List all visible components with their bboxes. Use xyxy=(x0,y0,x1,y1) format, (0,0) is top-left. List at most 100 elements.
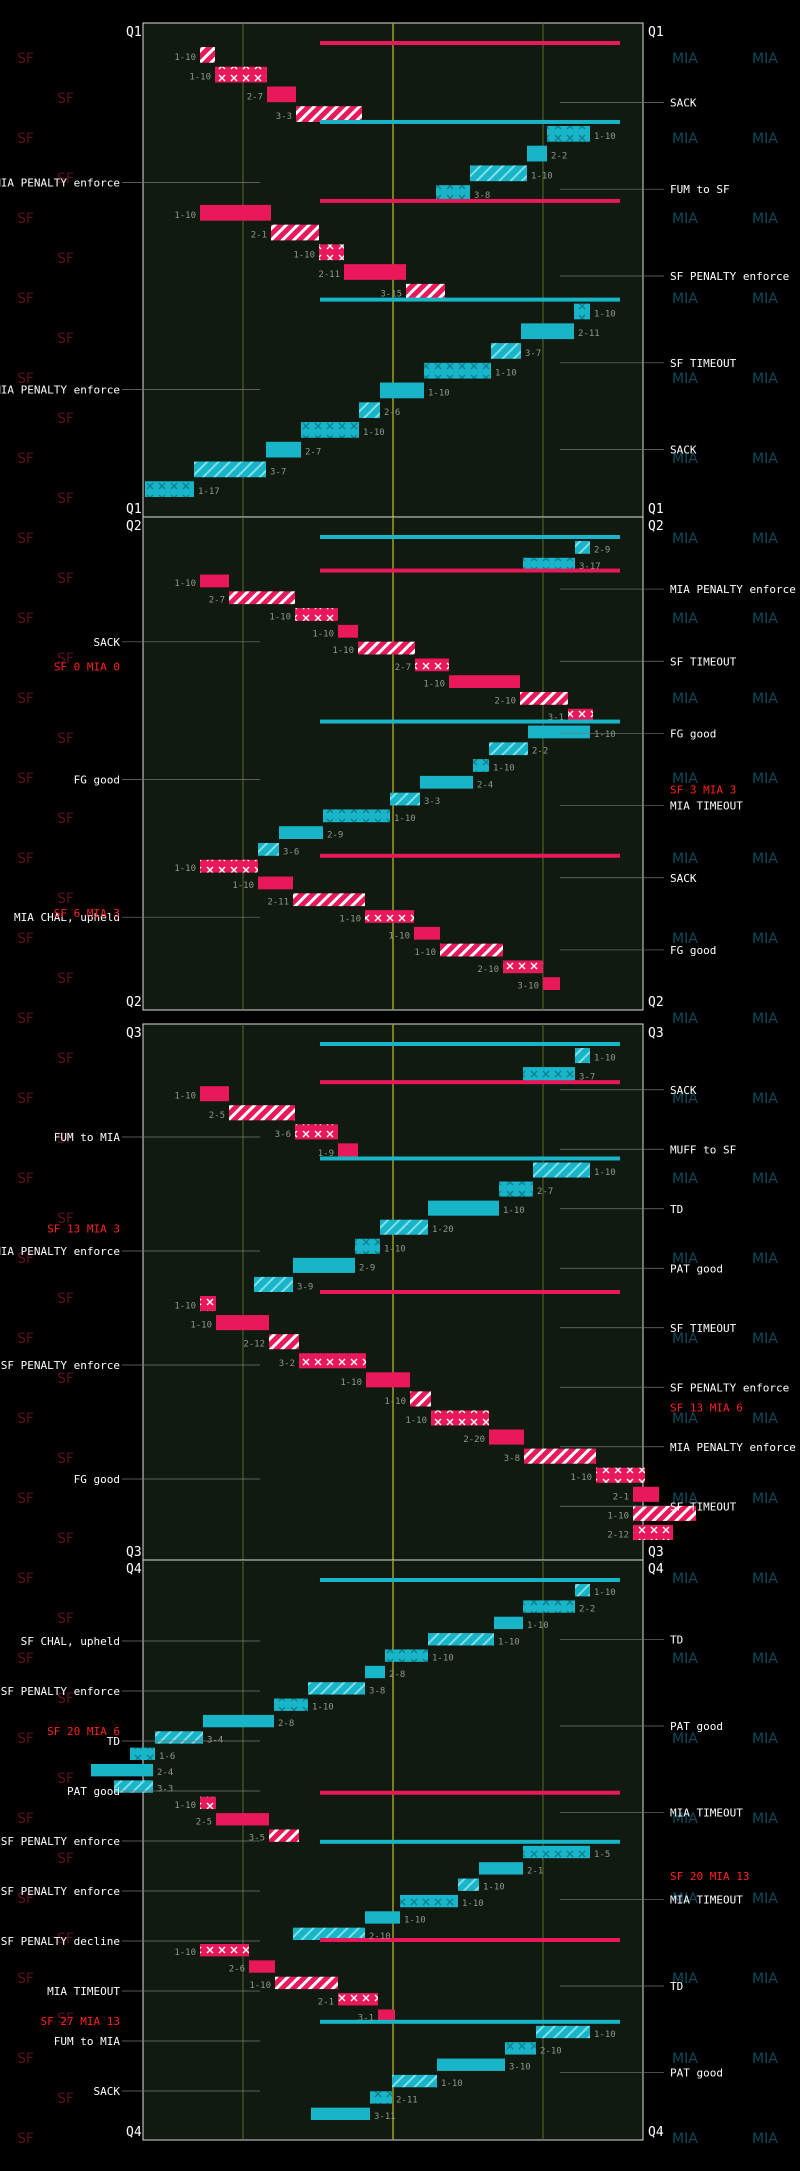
team-watermark-left: SF xyxy=(17,1251,34,1267)
play-block xyxy=(449,675,520,688)
team-watermark-left: SF xyxy=(57,1611,74,1627)
down-distance-label: 1-10 xyxy=(428,388,450,398)
down-distance-label: 1-17 xyxy=(198,487,220,497)
event-label-left: FUM to MIA xyxy=(54,2035,121,2048)
team-watermark-left: SF xyxy=(17,1891,34,1907)
team-watermark-right: MIA xyxy=(752,771,778,787)
down-distance-label: 2-9 xyxy=(359,1263,375,1273)
play-block xyxy=(215,66,267,83)
play-block xyxy=(523,557,575,571)
play-block xyxy=(295,1124,338,1140)
play-block xyxy=(229,1105,295,1121)
play-block xyxy=(216,1315,269,1331)
down-distance-label: 2-2 xyxy=(579,1605,595,1615)
down-distance-label: 2-7 xyxy=(305,448,321,458)
play-block xyxy=(200,1086,229,1102)
team-watermark-left: SF xyxy=(17,291,34,307)
score-label: SF 13 MIA 3 xyxy=(47,1223,120,1236)
team-watermark-left: SF xyxy=(57,1131,74,1147)
down-distance-label: 2-7 xyxy=(537,1187,553,1197)
team-watermark-right: MIA xyxy=(752,1171,778,1187)
down-distance-label: 1-10 xyxy=(441,2079,463,2089)
play-block xyxy=(338,1993,378,2006)
drive-arrow xyxy=(320,297,620,302)
play-block xyxy=(489,1429,524,1445)
team-watermark-right: MIA xyxy=(672,2051,698,2067)
play-block xyxy=(428,1200,499,1216)
team-watermark-left: SF xyxy=(57,1051,74,1067)
play-block xyxy=(365,1665,385,1679)
team-watermark-right: MIA xyxy=(752,1411,778,1427)
event-label-left: SACK xyxy=(94,636,121,649)
event-label-left: MIA PENALTY enforce xyxy=(0,177,120,190)
event-label-right: SACK xyxy=(670,872,697,885)
down-distance-label: 2-8 xyxy=(278,1719,294,1729)
event-label-left: PAT good xyxy=(67,1785,120,1798)
play-block xyxy=(633,1486,659,1502)
play-block xyxy=(319,244,344,261)
play-block xyxy=(359,402,380,419)
play-block xyxy=(311,2107,370,2120)
down-distance-label: 1-10 xyxy=(232,881,254,891)
team-watermark-right: MIA xyxy=(752,1571,778,1587)
team-watermark-left: SF xyxy=(57,1531,74,1547)
play-block xyxy=(489,742,528,756)
play-block xyxy=(216,1813,269,1826)
down-distance-label: 3-8 xyxy=(474,191,490,201)
event-label-right: PAT good xyxy=(670,1262,723,1275)
play-block xyxy=(410,1391,431,1407)
team-watermark-right: MIA xyxy=(752,2131,778,2147)
play-block xyxy=(279,826,323,839)
play-block xyxy=(366,1372,410,1388)
play-block xyxy=(378,2009,395,2022)
play-block xyxy=(523,1600,575,1613)
down-distance-label: 2-10 xyxy=(540,2046,562,2056)
team-watermark-left: SF xyxy=(57,331,74,347)
team-watermark-left: SF xyxy=(57,171,74,187)
play-block xyxy=(521,323,574,340)
down-distance-label: 1-10 xyxy=(174,53,196,63)
down-distance-label: 3-1 xyxy=(358,2014,374,2024)
drive-arrow xyxy=(320,1578,620,1582)
play-block xyxy=(155,1731,203,1744)
down-distance-label: 1-10 xyxy=(384,1397,406,1407)
team-watermark-left: SF xyxy=(57,411,74,427)
quarter-label-top: Q1 xyxy=(126,25,142,40)
play-block xyxy=(392,2074,437,2088)
play-block xyxy=(380,382,424,399)
down-distance-label: 2-2 xyxy=(551,152,567,162)
team-watermark-left: SF xyxy=(57,1931,74,1947)
team-watermark-left: SF xyxy=(57,251,74,267)
down-distance-label: 1-10 xyxy=(388,931,410,941)
team-watermark-left: SF xyxy=(57,651,74,667)
down-distance-label: 1-10 xyxy=(594,730,616,740)
play-block xyxy=(523,1845,590,1859)
team-watermark-left: SF xyxy=(57,1371,74,1387)
down-distance-label: 2-11 xyxy=(578,329,600,339)
play-block xyxy=(520,692,568,705)
play-block xyxy=(200,204,271,221)
event-label-left: FG good xyxy=(74,774,120,787)
team-watermark-right: MIA xyxy=(672,771,698,787)
team-watermark-right: MIA xyxy=(752,51,778,67)
drive-arrow xyxy=(320,41,620,45)
down-distance-label: 2-7 xyxy=(209,596,225,606)
down-distance-label: 1-10 xyxy=(332,646,354,656)
team-watermark-left: SF xyxy=(17,131,34,147)
quarter-label-top: Q2 xyxy=(126,519,142,534)
event-label-right: MIA TIMEOUT xyxy=(670,800,743,813)
quarter-label-top: Q2 xyxy=(648,519,664,534)
drive-arrow xyxy=(320,198,620,203)
team-watermark-right: MIA xyxy=(752,1331,778,1347)
play-block xyxy=(479,1862,523,1875)
play-block xyxy=(575,1048,590,1064)
team-watermark-left: SF xyxy=(17,1411,34,1427)
down-distance-label: 2-10 xyxy=(494,696,516,706)
play-block xyxy=(271,224,319,241)
team-watermark-right: MIA xyxy=(752,1971,778,1987)
team-watermark-left: SF xyxy=(57,1211,74,1227)
team-watermark-left: SF xyxy=(17,1731,34,1747)
play-block xyxy=(301,422,359,438)
quarter-label-bottom: Q3 xyxy=(648,1545,664,1560)
team-watermark-right: MIA xyxy=(752,1251,778,1267)
